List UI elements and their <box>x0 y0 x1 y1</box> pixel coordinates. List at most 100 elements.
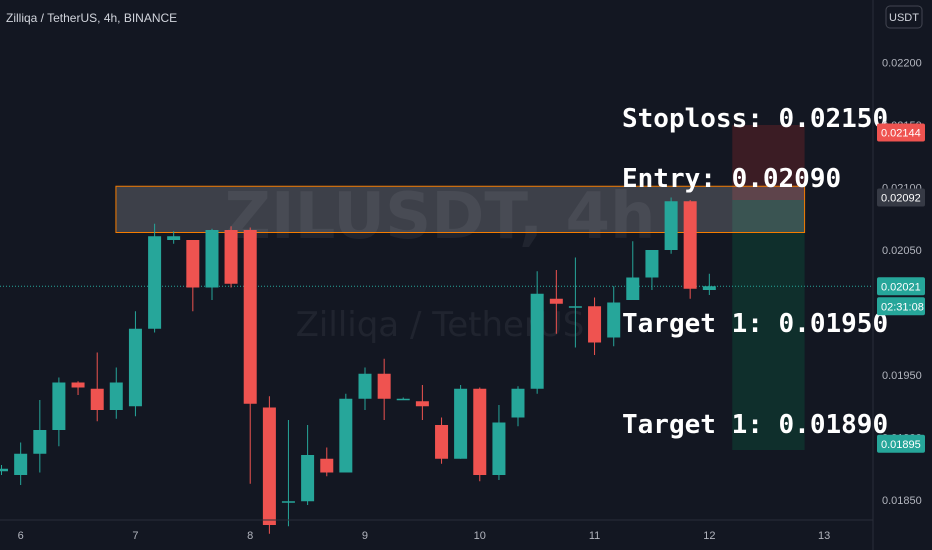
candle-bullish <box>109 367 123 419</box>
candle-bearish <box>377 358 391 420</box>
bar-countdown-badge: 02:31:08 <box>881 301 924 313</box>
candle-bullish <box>0 465 8 475</box>
candle-body <box>626 277 640 300</box>
time-tick-label: 6 <box>18 530 24 542</box>
candle-body <box>454 388 468 459</box>
target-2-label[interactable]: Target 1: 0.01890 <box>622 410 888 440</box>
candle-bearish <box>262 396 276 534</box>
time-tick-label: 7 <box>132 530 138 542</box>
candle-bearish <box>549 270 563 334</box>
candle-body <box>683 201 697 289</box>
candle-bearish <box>588 297 602 355</box>
candle-bearish <box>320 447 334 477</box>
candle-body <box>148 236 162 329</box>
watermark-symbol: ZILUSDT, 4h <box>224 180 655 254</box>
candle-body <box>167 236 181 240</box>
candle-body <box>511 388 525 418</box>
last-price-badge-bg <box>877 277 925 296</box>
candle-body <box>473 388 487 475</box>
candle-bullish <box>281 420 295 527</box>
price-scale[interactable]: 0.022000.021500.021000.020500.019500.019… <box>872 0 925 550</box>
candle-body <box>549 298 563 304</box>
currency-button[interactable]: USDT <box>885 5 923 29</box>
candle-body <box>664 201 678 250</box>
pair-title: Zilliqa / TetherUS, 4h, BINANCE <box>6 11 177 25</box>
target-1-label[interactable]: Target 1: 0.01950 <box>622 309 888 339</box>
candle-bullish <box>664 197 678 254</box>
candle-body <box>186 240 200 288</box>
entry-label[interactable]: Entry: 0.02090 <box>622 164 841 194</box>
candle-body <box>128 328 142 407</box>
candle-bearish <box>243 227 257 484</box>
candle-body <box>530 293 544 389</box>
candle-bullish <box>626 241 640 300</box>
time-scale[interactable]: 6 7 8 9 10 11 12 13 <box>0 519 873 542</box>
candle-body <box>224 230 238 284</box>
candle-body <box>396 398 410 401</box>
time-tick-label: 9 <box>362 530 368 542</box>
time-ticks: 6 7 8 9 10 11 12 13 <box>18 530 831 542</box>
candle-body <box>205 230 219 288</box>
candle-bullish <box>205 228 219 300</box>
candle-bullish <box>14 442 28 485</box>
candle-bullish <box>339 393 353 473</box>
candle-body <box>607 302 621 338</box>
take-profit-zone[interactable] <box>732 200 805 450</box>
stoploss-label[interactable]: Stoploss: 0.02150 <box>622 104 888 134</box>
stop-loss-zone[interactable] <box>732 125 805 200</box>
candle-bullish <box>454 385 468 459</box>
entry-price-badge-bg <box>877 188 925 207</box>
candle-bearish <box>186 240 200 312</box>
candle-bearish <box>90 352 104 422</box>
candle-body <box>52 382 66 430</box>
candle-body <box>339 398 353 473</box>
currency-button-frame <box>885 5 923 29</box>
candle-bullish <box>358 367 372 410</box>
time-tick-label: 12 <box>703 530 715 542</box>
candle-body <box>281 501 295 503</box>
candle-body <box>588 306 602 343</box>
stop-price-badge-bg <box>877 123 925 142</box>
price-tick-label: 0.02050 <box>882 245 922 257</box>
candle-bearish <box>435 417 449 464</box>
candle-bullish <box>607 286 621 347</box>
candle-bearish <box>473 387 487 482</box>
target-price-badge-bg <box>877 434 925 453</box>
candle-body <box>568 306 582 308</box>
candle-body <box>320 458 334 473</box>
candle-bearish <box>224 226 238 288</box>
candle-bullish <box>167 231 181 244</box>
candle-body <box>0 468 8 472</box>
candle-body <box>377 373 391 399</box>
time-tick-label: 8 <box>247 530 253 542</box>
time-tick-label: 13 <box>818 530 830 542</box>
candle-body <box>71 382 85 388</box>
candle-body <box>33 430 47 454</box>
text-annotations[interactable]: Stoploss: 0.02150 Entry: 0.02090 Target … <box>622 104 888 440</box>
candle-body <box>492 422 506 475</box>
candle-body <box>435 425 449 459</box>
price-badges: 0.02144 0.02092 0.02021 02:31:08 0.01895 <box>877 123 925 453</box>
candle-bearish <box>415 385 429 420</box>
candle-bullish <box>301 425 315 505</box>
candle-bullish <box>511 386 525 427</box>
price-tick-label: 0.02200 <box>882 58 922 70</box>
entry-price-badge: 0.02092 <box>881 193 921 205</box>
candle-body <box>14 453 28 475</box>
target-price-badge: 0.01895 <box>881 439 921 451</box>
candle-bullish <box>530 271 544 394</box>
candle-body <box>109 382 123 410</box>
time-tick-label: 10 <box>474 530 486 542</box>
candle-bullish <box>645 250 659 290</box>
candle-body <box>262 407 276 525</box>
candle-body <box>301 455 315 502</box>
candle-bullish <box>148 223 162 333</box>
candle-bullish <box>492 405 506 480</box>
candle-bullish <box>33 400 47 473</box>
candle-body <box>358 373 372 399</box>
candle-bullish <box>702 273 716 295</box>
candle-body <box>702 286 716 290</box>
candle-bullish <box>396 397 410 401</box>
candle-body <box>243 230 257 404</box>
